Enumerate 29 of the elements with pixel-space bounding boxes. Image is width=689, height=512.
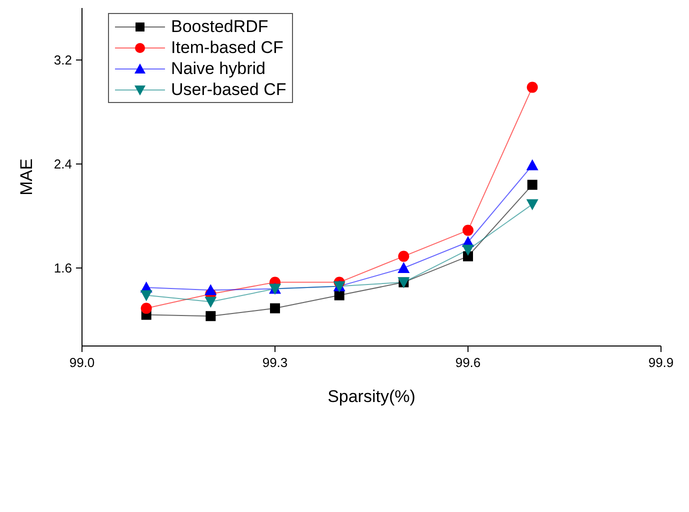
point (462, 244, 474, 256)
x-tick-label: 99.6 (455, 355, 481, 370)
point (334, 290, 344, 300)
x-axis-title: Sparsity(%) (328, 387, 416, 406)
y-tick-label: 1.6 (54, 260, 72, 276)
y-tick-label: 3.2 (54, 52, 72, 68)
point (526, 159, 538, 170)
point (206, 311, 216, 322)
y-axis-title: MAE (17, 158, 36, 196)
point (140, 302, 152, 314)
point (398, 262, 410, 273)
legend-label: BoostedRDF (171, 16, 268, 36)
point (527, 180, 538, 190)
point (462, 224, 474, 236)
point (140, 290, 152, 302)
y-tick-label: 2.4 (54, 156, 72, 172)
point (270, 303, 280, 314)
point (526, 199, 538, 210)
legend-label: Item-based CF (171, 38, 284, 58)
point (398, 250, 410, 262)
x-tick-label: 99.0 (69, 355, 95, 370)
point (463, 251, 473, 262)
point (526, 82, 538, 93)
x-tick-label: 99.3 (262, 355, 288, 370)
x-tick-label: 99.9 (648, 355, 674, 370)
point (204, 284, 217, 296)
legend-label: Naive hybrid (171, 58, 266, 78)
legend-label: User-based CF (171, 80, 286, 100)
point (204, 296, 217, 308)
